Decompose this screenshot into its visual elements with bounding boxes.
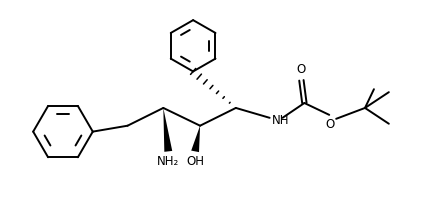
Text: O: O	[326, 118, 335, 131]
Text: OH: OH	[186, 155, 204, 168]
Polygon shape	[191, 126, 200, 152]
Text: NH₂: NH₂	[157, 155, 179, 168]
Text: NH: NH	[272, 114, 289, 127]
Polygon shape	[163, 108, 172, 152]
Text: O: O	[297, 63, 306, 76]
